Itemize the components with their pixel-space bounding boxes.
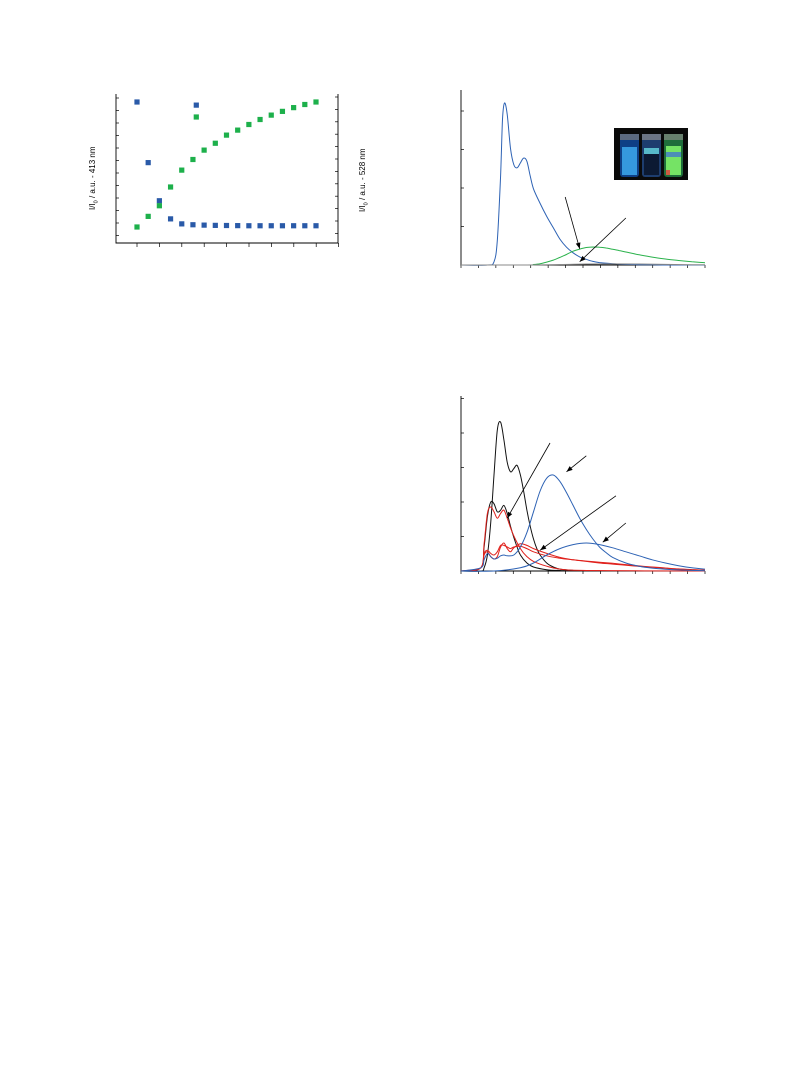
blue-data-point bbox=[235, 223, 241, 229]
tr-arrow-shaft bbox=[579, 217, 627, 263]
blue-data-point bbox=[167, 216, 174, 222]
right-y-axis-label: I/I0 / a.u. - 528 nm bbox=[358, 148, 370, 212]
right-y-ticks bbox=[335, 96, 338, 234]
blue-data-point bbox=[279, 223, 286, 229]
blue-data-point bbox=[190, 222, 196, 228]
green-data-point bbox=[279, 108, 286, 114]
br-arrow-shaft bbox=[506, 442, 551, 519]
green-data-point bbox=[212, 140, 218, 146]
vial-right bbox=[664, 134, 683, 177]
top-spectrum-lines bbox=[460, 102, 706, 266]
right-y-label-rest: / a.u. - 528 nm bbox=[358, 148, 367, 202]
left-y-label-rest: / a.u. - 413 nm bbox=[88, 146, 97, 200]
blue-data-point bbox=[193, 102, 199, 108]
br-blue-spectrum-line bbox=[460, 474, 706, 572]
br-arrow-shaft bbox=[539, 495, 617, 551]
green-data-point bbox=[223, 132, 230, 138]
blue-data-point bbox=[313, 223, 319, 229]
green-data-point bbox=[145, 213, 151, 219]
green-data-point bbox=[167, 184, 174, 190]
tr-gray-spectrum-line bbox=[460, 263, 706, 266]
vial-middle bbox=[642, 134, 661, 177]
green-data-point bbox=[313, 99, 319, 105]
green-data-point bbox=[235, 127, 241, 133]
left-y-ticks bbox=[116, 97, 119, 236]
br-arrow-head bbox=[540, 544, 547, 551]
green-data-point bbox=[190, 156, 196, 163]
green-data-point bbox=[134, 224, 140, 230]
right-y-label-sub: 0 bbox=[364, 202, 370, 205]
br-arrow-head bbox=[566, 466, 573, 472]
bottom-spectrum-lines bbox=[460, 421, 706, 572]
left-plot-frame-axes bbox=[115, 94, 339, 244]
br-blue-spectrum-line bbox=[460, 542, 706, 572]
br-red-spectrum-line bbox=[460, 544, 706, 572]
right-y-label-main: I/I bbox=[358, 205, 367, 212]
blue-data-point bbox=[179, 221, 185, 227]
tr-arrow-shaft bbox=[564, 196, 581, 249]
br-arrow-head bbox=[507, 511, 513, 519]
blue-data-point bbox=[212, 222, 218, 228]
scatter-points bbox=[134, 99, 319, 230]
green-data-point bbox=[193, 114, 199, 120]
tr-arrow-head bbox=[575, 242, 581, 249]
green-data-point bbox=[246, 121, 252, 128]
green-data-point bbox=[302, 101, 308, 108]
green-data-point bbox=[291, 105, 297, 111]
blue-data-point bbox=[291, 223, 297, 229]
blue-data-point bbox=[156, 198, 162, 204]
blue-data-point bbox=[201, 222, 207, 228]
green-data-point bbox=[257, 116, 263, 123]
left-x-ticks bbox=[136, 243, 339, 247]
br-red-spectrum-line bbox=[460, 506, 706, 572]
bottom-spectrum-axes bbox=[460, 396, 705, 572]
green-data-point bbox=[156, 203, 162, 209]
left-y-label-sub: 0 bbox=[94, 200, 100, 203]
blue-data-point bbox=[134, 99, 140, 105]
scatter-chart-413-528: I/I0 / a.u. - 413 nm I/I0 / a.u. - 528 n… bbox=[88, 94, 370, 247]
br-red-spectrum-line bbox=[460, 542, 706, 572]
emission-spectrum-bottom bbox=[460, 396, 706, 574]
bottom-spectrum-y-ticks bbox=[461, 398, 464, 572]
left-y-axis-label: I/I0 / a.u. - 413 nm bbox=[88, 146, 100, 210]
green-data-point bbox=[201, 147, 207, 153]
bottom-spectrum-arrows bbox=[506, 442, 627, 551]
tr-green-spectrum-line bbox=[460, 246, 706, 266]
green-data-point bbox=[179, 167, 185, 173]
vial-left bbox=[620, 134, 639, 177]
tr-blue-spectrum-line bbox=[460, 102, 705, 266]
br-black-spectrum-line bbox=[460, 421, 705, 572]
tr-arrow-head bbox=[579, 255, 586, 262]
blue-data-point bbox=[257, 223, 263, 229]
br-arrow-head bbox=[602, 536, 609, 543]
blue-data-point bbox=[223, 222, 230, 229]
green-data-point bbox=[268, 112, 274, 118]
emission-spectrum-top bbox=[460, 90, 706, 268]
blue-data-point bbox=[302, 223, 308, 229]
blue-data-point bbox=[268, 223, 274, 229]
left-y-label-main: I/I bbox=[88, 203, 97, 210]
blue-data-point bbox=[246, 223, 252, 229]
vials-photo-inset bbox=[614, 128, 688, 180]
blue-data-point bbox=[145, 160, 151, 166]
top-spectrum-arrows bbox=[564, 196, 627, 263]
